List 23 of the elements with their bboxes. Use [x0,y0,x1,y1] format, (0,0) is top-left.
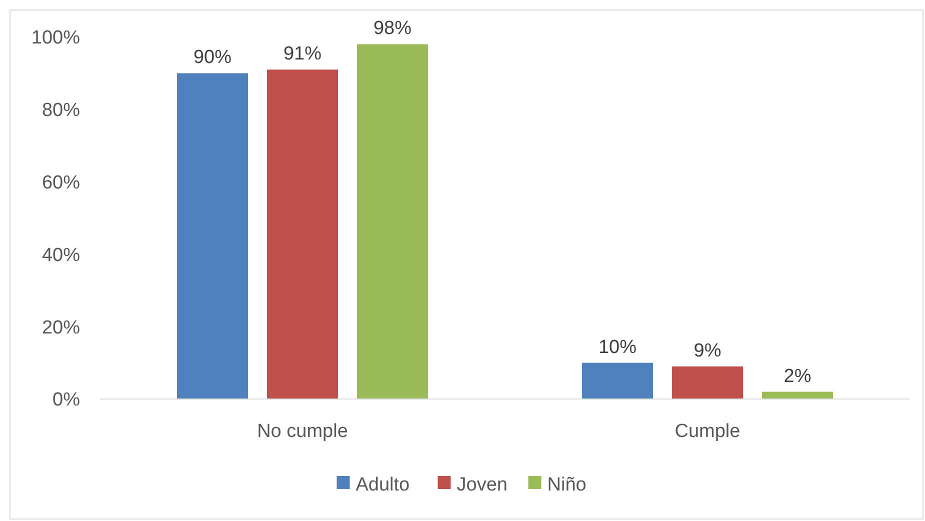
y-tick-label: 100% [31,28,80,49]
legend-label: Joven [456,474,508,496]
text: 90% [193,47,232,68]
bar [357,44,428,399]
y-tick-label: 20% [42,317,80,338]
bar [177,73,248,399]
legend-label: Adulto [356,474,410,496]
x-tick-label: Cumple [674,421,740,442]
bar [762,392,833,399]
y-tick-label: 0% [52,390,80,411]
text: 2% [784,366,812,387]
bar [672,366,743,399]
x-tick-label: No cumple [257,421,348,442]
text: 98% [373,18,412,40]
text: 10% [598,336,637,358]
legend-label: Niño [547,474,586,496]
y-tick-label: 80% [42,100,80,122]
y-tick-label: 40% [42,244,80,266]
y-tick-label: 60% [42,172,80,194]
text: 9% [694,340,722,362]
bar [582,362,653,399]
bar [267,70,338,399]
text: 91% [283,44,322,65]
